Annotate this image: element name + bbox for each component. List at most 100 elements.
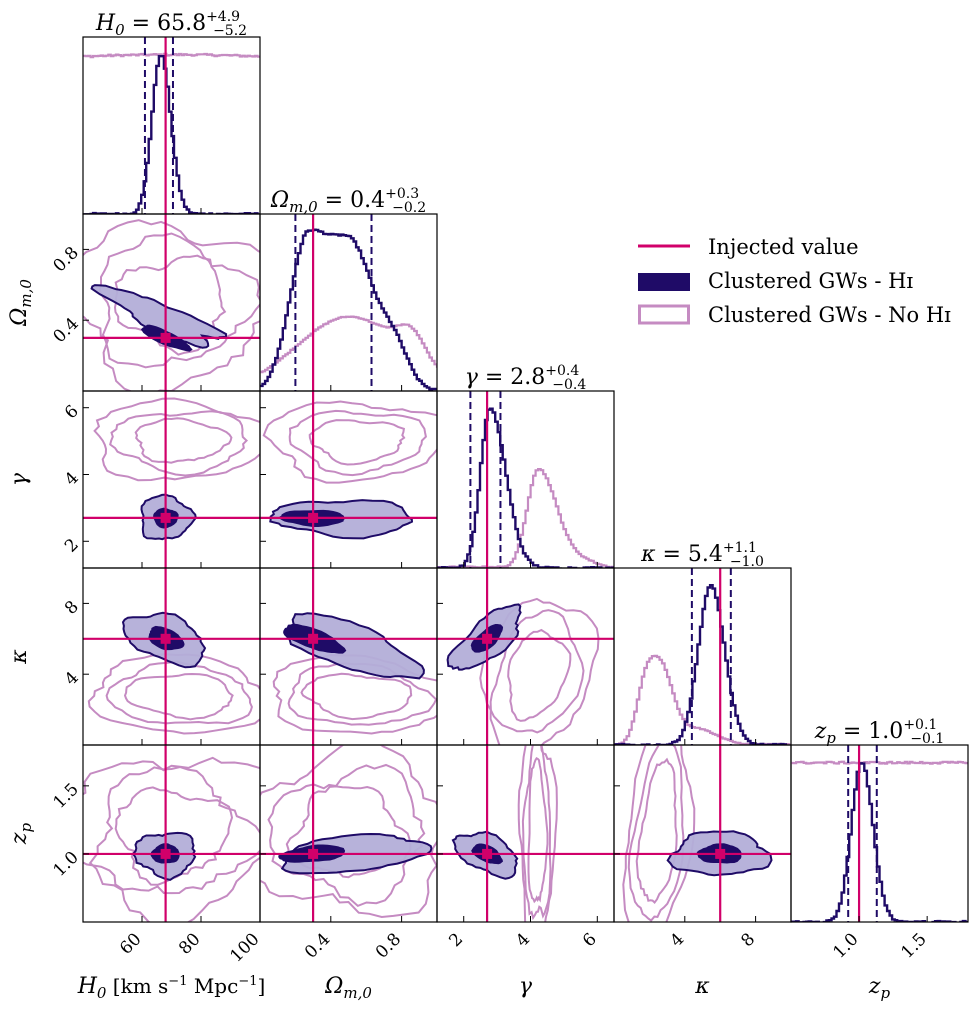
xaxis-label-H0: H0 [km s−1 Mpc−1] [77,974,266,1002]
ytick-label-gamma: 4 [61,468,83,490]
ytick-label-Om: 0.8 [50,243,83,276]
xtick-label-gamma: 2 [445,929,467,951]
panel-gamma-kappa [436,567,615,746]
xtick-label-zp: 1.5 [897,929,930,962]
xtick-label-zp: 1.0 [829,929,862,962]
panel-Om-kappa [259,567,438,746]
contour-nohi-H0-kappa-1 [105,660,253,725]
xaxis-label-Om: Ωm,0 [324,974,372,1002]
ytick-label-gamma: 2 [61,535,83,557]
legend-label-2: Clustered GWs - No Hɪ [708,303,951,327]
title-H0: H0 = 65.8+4.9 −5.2 [95,9,247,39]
injected-marker-H0-gamma [160,512,171,523]
hist-nohi-zp [791,760,968,765]
legend: Injected value Clustered GWs - Hɪ Clustere… [638,235,951,327]
hist-hi-gamma [437,407,614,568]
injected-marker-kappa-zp [715,848,726,859]
yaxis-label-Om: Ωm,0 [7,279,35,327]
contour-nohi-gamma-zp-2 [527,757,549,904]
xtick-label-Om: 0.8 [372,929,405,962]
hist-nohi-kappa [614,654,791,745]
contour-nohi-H0-Om-1 [98,232,260,369]
xtick-label-H0: 80 [175,929,204,958]
panel-gamma-gamma [436,390,615,569]
contour-nohi-H0-zp-1 [88,765,260,895]
injected-marker-Om-gamma [308,512,319,523]
hist-hi-kappa [614,584,791,745]
xtick-label-kappa: 8 [737,929,759,951]
hist-hi-Om [260,228,437,391]
injected-marker-H0-zp [160,848,171,859]
contour-nohi-gamma-kappa-1 [489,609,585,734]
panel-H0-H0 [82,36,261,215]
contour-nohi-gamma-zp-1 [521,745,552,921]
panel-Om-gamma [259,390,438,569]
yaxis-label-zp: zp [7,823,35,846]
contour-nohi-H0-zp-0 [83,756,260,922]
xtick-label-kappa: 4 [667,929,689,951]
contour-nohi-H0-kappa-2 [123,672,234,721]
injected-marker-H0-kappa [160,633,171,644]
hist-hi-H0 [83,55,260,214]
panel-Om-zp [259,744,438,923]
panel-H0-zp [82,744,261,923]
panel-gamma-zp [436,744,615,923]
contour-nohi-Om-zp-2 [285,785,412,879]
xtick-label-Om: 0.4 [301,929,334,962]
xtick-label-gamma: 6 [579,929,601,951]
panel-frame [82,213,261,392]
injected-marker-gamma-kappa [482,633,493,644]
contour-nohi-kappa-zp-2 [635,757,678,904]
contour-nohi-Om-gamma-1 [288,409,427,477]
xtick-label-H0: 100 [226,929,263,966]
panel-zp-zp [790,744,969,923]
ytick-label-zp: 1.5 [50,779,83,812]
ytick-label-Om: 0.4 [50,314,83,347]
xtick-label-H0: 60 [116,929,145,958]
injected-marker-H0-Om [160,332,171,343]
hist-nohi-gamma [437,468,614,568]
title-zp: zp = 1.0+0.1 −0.1 [814,717,945,747]
contour-nohi-kappa-zp-1 [627,745,685,922]
title-Om: Ωm,0 = 0.4+0.3 −0.2 [270,186,426,216]
panel-H0-kappa [82,567,261,746]
xtick-label-gamma: 4 [512,929,534,951]
contour-nohi-H0-kappa-0 [87,653,260,735]
contour-nohi-gamma-zp-0 [517,745,558,922]
ytick-label-gamma: 6 [61,401,83,423]
xaxis-label-kappa: κ [694,974,710,999]
panel-H0-Om [82,213,261,392]
legend-label-1: Clustered GWs - Hɪ [708,269,913,293]
contour-nohi-kappa-zp-0 [622,745,696,922]
panel-kappa-zp [613,744,792,923]
contour-nohi-H0-Om-0 [83,219,260,391]
injected-marker-gamma-zp [482,848,493,859]
yaxis-label-kappa: κ [7,649,32,665]
title-kappa: κ = 5.4+1.1 −1.0 [640,540,764,570]
contour-nohi-gamma-kappa-2 [507,628,572,722]
injected-marker-Om-zp [308,848,319,859]
panel-Om-Om [259,213,438,392]
hist-hi-zp [791,762,968,922]
legend-label-0: Injected value [708,235,859,259]
ytick-label-kappa: 4 [61,668,83,690]
panel-frame [436,390,615,569]
panel-H0-gamma [82,390,261,569]
panel-frame [613,567,792,746]
xaxis-label-gamma: γ [519,974,533,999]
contour-nohi-H0-gamma-2 [134,417,233,464]
hist-nohi-Om [260,315,437,374]
legend-hi-swatch [638,273,690,291]
contour-nohi-Om-zp-0 [260,745,437,919]
xaxis-label-zp: zp [868,974,891,1002]
panel-frame [790,744,969,923]
ytick-label-zp: 1.0 [50,848,83,881]
contour-nohi-H0-zp-2 [114,786,234,886]
yaxis-label-gamma: γ [7,472,32,486]
contour-nohi-Om-gamma-0 [262,400,437,484]
title-gamma: γ = 2.8+0.4 −0.4 [465,363,587,393]
contour-nohi-Om-zp-1 [267,763,426,908]
legend-nohi-swatch [638,304,690,325]
injected-marker-Om-kappa [308,633,319,644]
